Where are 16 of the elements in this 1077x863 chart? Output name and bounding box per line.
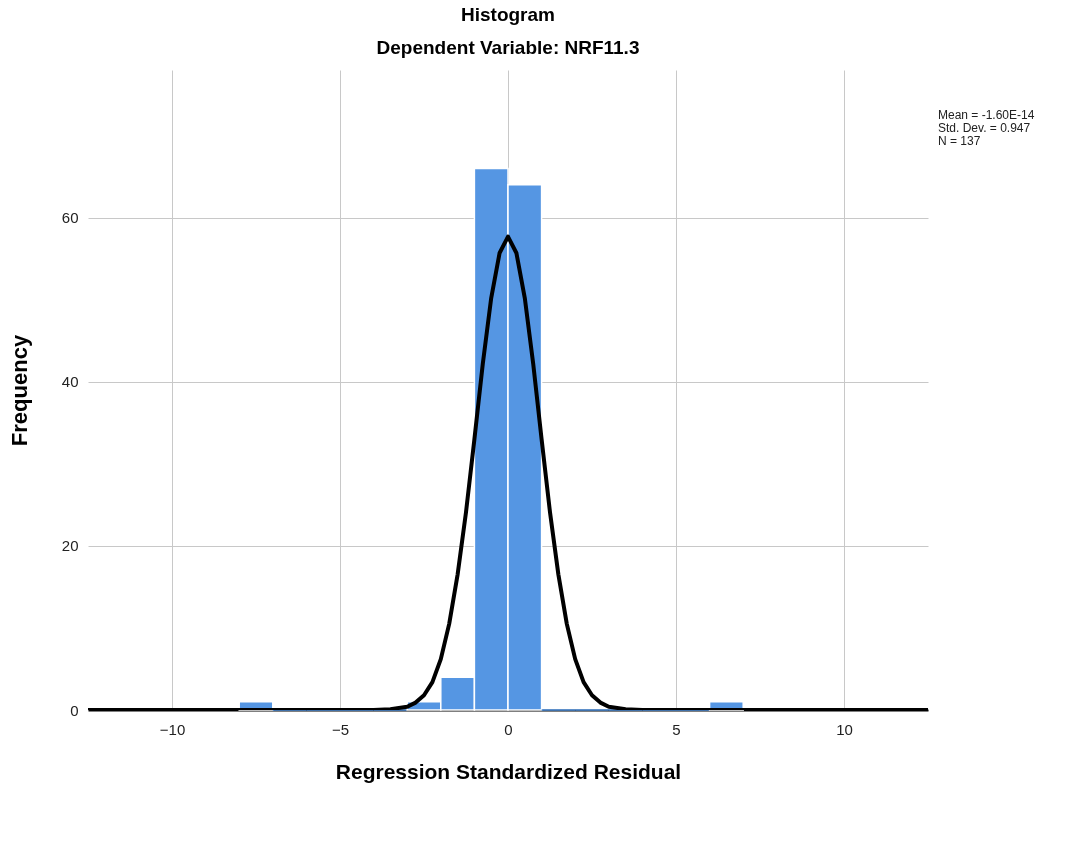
x-tick-label: 5 [672, 720, 681, 738]
text: Mean = -1.60E-14 [938, 108, 1035, 122]
text: Std. Dev. = 0.947 [938, 121, 1031, 135]
y-tick-label: 40 [61, 373, 79, 391]
x-tick-label: −10 [159, 720, 186, 738]
y-tick-label: 20 [61, 537, 79, 555]
x-tick-label: −5 [331, 720, 350, 738]
text: N = 137 [938, 134, 981, 148]
y-tick-label: 0 [70, 701, 79, 719]
chart-title: Histogram [461, 4, 555, 25]
x-tick-label: 10 [836, 720, 853, 738]
y-tick-label: 60 [61, 209, 79, 227]
y-axis-title: Frequency [6, 334, 32, 447]
x-axis-title: Regression Standardized Residual [335, 759, 682, 783]
x-tick-label: 0 [504, 720, 513, 738]
chart-subtitle: Dependent Variable: NRF11.3 [376, 37, 640, 58]
